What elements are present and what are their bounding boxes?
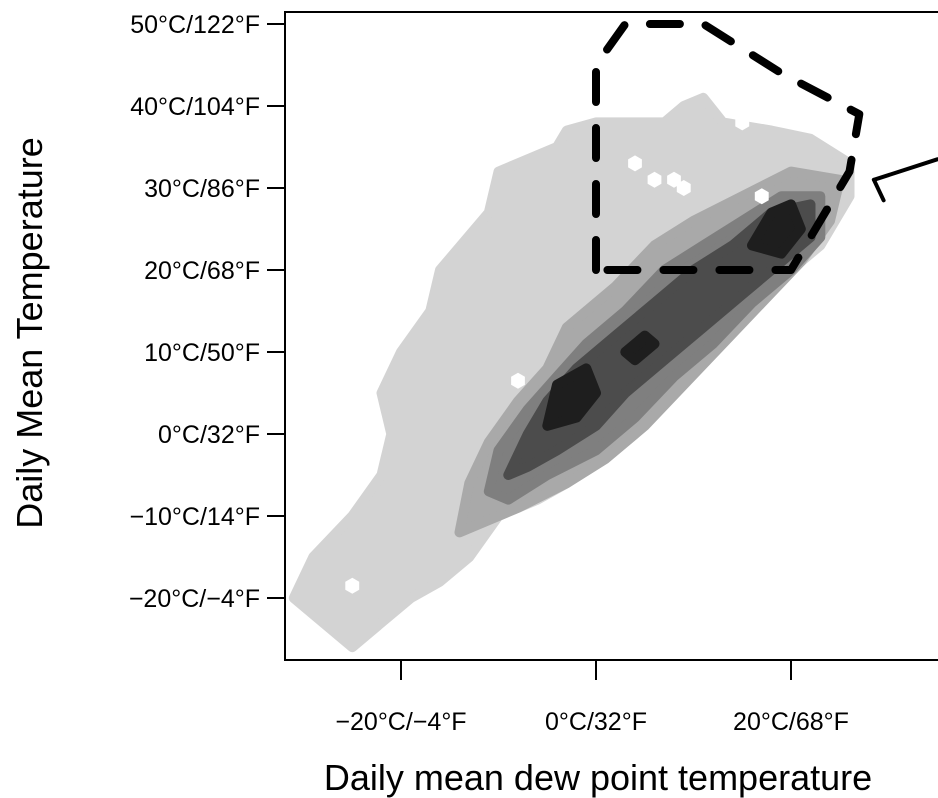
density-gap-2 (511, 372, 525, 389)
y-tick-label-0: 50°C/122°F (130, 11, 260, 39)
dashed-outline-annotation (592, 20, 864, 274)
density-layer (288, 92, 855, 653)
density-gap-3 (628, 155, 642, 172)
annotation-line-1 (871, 157, 938, 182)
x-tick-label-2: 20°C/68°F (733, 708, 849, 736)
y-axis-title: Daily Mean Temperature (9, 137, 50, 529)
y-axis: 50°C/122°F 40°C/104°F 30°C/86°F 20°C/68°F 10… (129, 11, 285, 613)
x-tick-label-1: 0°C/32°F (545, 708, 647, 736)
y-tick-label-5: 0°C/32°F (158, 421, 260, 449)
density-region-core-high (747, 199, 806, 259)
plot-frame (284, 11, 938, 661)
density-gap-1 (433, 204, 447, 221)
density-gap-6 (676, 180, 691, 196)
y-tick-label-2: 30°C/86°F (144, 175, 260, 203)
x-axis-title: Daily mean dew point temperature (324, 757, 872, 798)
density-gap-0 (345, 577, 360, 594)
annotation-layer (592, 20, 938, 274)
density-region-core-low (542, 363, 601, 431)
y-tick-label-3: 20°C/68°F (144, 257, 260, 285)
x-tick-label-0: −20°C/−4°F (335, 708, 466, 736)
y-tick-label-4: 10°C/50°F (144, 339, 260, 367)
y-tick-label-7: −20°C/−4°F (129, 585, 260, 613)
y-tick-label-6: −10°C/14°F (130, 503, 260, 531)
annotation-line-2 (871, 177, 886, 203)
density-region-core-mid (620, 330, 660, 366)
density-gap-8 (754, 188, 769, 205)
density-gap-4 (647, 171, 662, 188)
y-tick-label-1: 40°C/104°F (130, 93, 260, 121)
density-gap-7 (735, 114, 750, 131)
x-axis: −20°C/−4°F 0°C/32°F 20°C/68°F (335, 660, 849, 736)
